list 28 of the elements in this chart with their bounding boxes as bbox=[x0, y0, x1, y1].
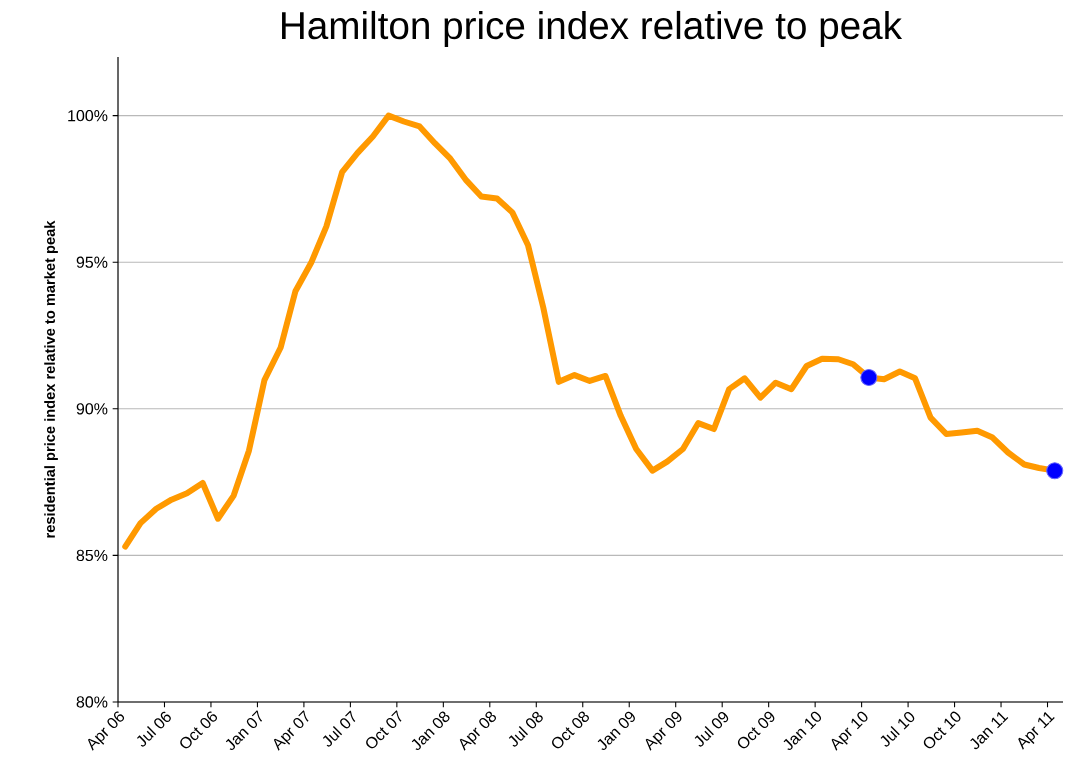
y-tick-label: 100% bbox=[68, 109, 108, 122]
x-tick-label: Apr 07 bbox=[273, 710, 309, 751]
x-tick-label: Oct 10 bbox=[923, 711, 961, 749]
x-tick-label: Apr 08 bbox=[459, 711, 497, 751]
x-tick-label: Apr 10 bbox=[831, 711, 868, 751]
x-tick-label: Jan 08 bbox=[411, 711, 450, 751]
x-tick-label: Jul 09 bbox=[694, 712, 729, 747]
y-tick-label: 90% bbox=[76, 403, 108, 415]
x-tick-label: Oct 07 bbox=[366, 710, 402, 749]
y-tick-label: 85% bbox=[76, 549, 108, 562]
y-tick-label: 95% bbox=[76, 256, 108, 268]
x-tick-label: Jan 07 bbox=[225, 710, 263, 751]
x-tick-label: Oct 09 bbox=[737, 711, 775, 749]
x-tick-label: Apr 11 bbox=[1018, 712, 1055, 750]
y-tick-label: 80% bbox=[76, 696, 108, 708]
x-tick-label: Jan 11 bbox=[970, 712, 1009, 750]
x-tick-label: Jul 07 bbox=[322, 710, 356, 747]
x-tick-label: Apr 06 bbox=[87, 711, 125, 751]
x-tick-label: Oct 06 bbox=[180, 711, 218, 749]
chart-title: Hamilton price index relative to peak bbox=[282, 10, 903, 47]
x-tick-label: Jan 10 bbox=[783, 711, 822, 751]
x-tick-label: Apr 09 bbox=[645, 711, 682, 751]
y-axis-title: residential price index relative to market peak bbox=[44, 220, 58, 538]
x-tick-label: Jul 08 bbox=[508, 711, 543, 747]
x-tick-label: Jul 10 bbox=[880, 711, 915, 747]
x-tick-label: Jul 06 bbox=[136, 711, 171, 747]
x-tick-label: Oct 08 bbox=[552, 711, 589, 749]
x-tick-label: Jan 09 bbox=[597, 711, 635, 751]
